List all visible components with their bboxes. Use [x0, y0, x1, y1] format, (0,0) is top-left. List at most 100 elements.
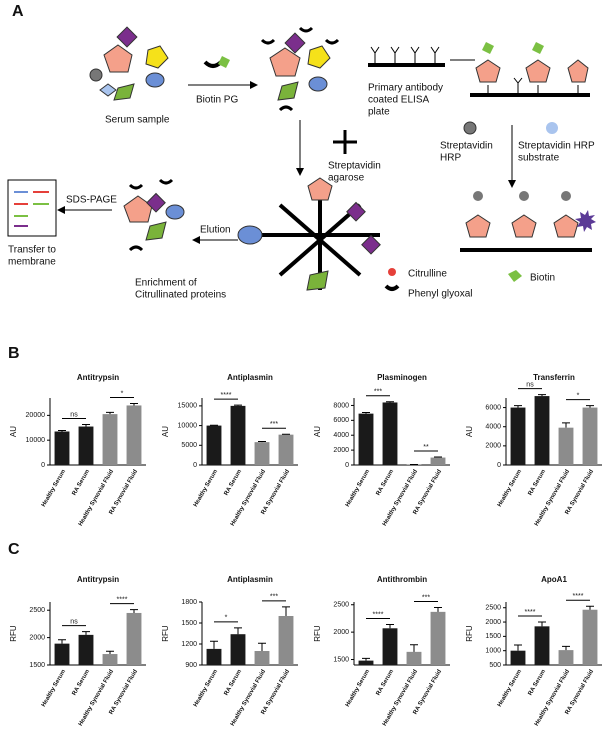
bar — [54, 431, 70, 465]
error-bar — [514, 644, 522, 651]
x-tick-label: RA Serum — [376, 469, 396, 497]
bar-chart: Antithrombin RFU 1500 2000 2500 Healthy Serum… — [313, 575, 450, 727]
significance-label: * — [577, 393, 580, 400]
bar — [582, 609, 598, 665]
error-bar — [130, 402, 138, 406]
y-axis-label: RFU — [465, 625, 474, 642]
x-tick-label: RA Synovial Fluid — [413, 469, 444, 516]
y-axis-label: AU — [465, 426, 474, 437]
legend-label: Phenyl glyoxal — [408, 289, 472, 300]
error-bar — [562, 645, 570, 651]
significance-label: * — [225, 615, 228, 622]
y-tick-label: 0 — [345, 462, 349, 469]
error-bar — [362, 412, 370, 414]
bar — [534, 626, 550, 665]
bar — [406, 651, 422, 665]
panel-label: B — [8, 345, 20, 362]
error-bar — [58, 639, 66, 644]
y-axis-label: AU — [9, 426, 18, 437]
x-tick-label: RA Synovial Fluid — [565, 669, 596, 716]
label: Citrullinated proteins — [135, 290, 226, 301]
arrowhead — [296, 168, 304, 176]
chart-title: Antitrypsin — [77, 575, 119, 584]
legend-label: Biotin — [530, 273, 555, 284]
bar — [206, 425, 222, 465]
bar — [78, 426, 94, 465]
bar — [510, 407, 526, 465]
y-tick-label: 2500 — [29, 607, 45, 614]
error-bar — [282, 606, 290, 616]
significance-label: * — [121, 390, 124, 397]
significance-label: *** — [374, 389, 382, 396]
error-bar — [386, 623, 394, 629]
bar — [510, 650, 526, 665]
substrate-icon — [546, 122, 558, 134]
bar — [382, 402, 398, 465]
y-tick-label: 0 — [193, 462, 197, 469]
bar — [358, 413, 374, 465]
x-tick-label: Healthy Serum — [345, 469, 371, 508]
significance-label: *** — [422, 594, 430, 601]
bar — [558, 427, 574, 465]
arrowhead — [508, 180, 516, 188]
phenyl-glyoxal-icon — [384, 284, 400, 291]
error-bar — [130, 609, 138, 613]
y-tick-label: 500 — [489, 662, 501, 669]
label: Enrichment of — [135, 278, 197, 289]
chart-title: Antiplasmin — [227, 575, 273, 584]
enriched-cluster — [123, 178, 185, 252]
label: Serum sample — [105, 115, 170, 126]
error-bar — [234, 627, 242, 635]
bar — [430, 457, 446, 465]
error-bar — [514, 405, 522, 408]
error-bar — [434, 606, 442, 612]
bar — [102, 414, 118, 465]
significance-label: ns — [526, 381, 534, 388]
label: SDS-PAGE — [66, 195, 117, 206]
x-tick-label: RA Serum — [376, 669, 396, 697]
captured-plate — [470, 42, 590, 97]
x-tick-label: Healthy Serum — [497, 469, 523, 508]
label: plate — [368, 107, 390, 118]
x-tick-label: RA Serum — [224, 469, 244, 497]
bar — [126, 612, 142, 665]
error-bar — [586, 405, 594, 408]
bar — [254, 442, 270, 465]
x-tick-label: RA Serum — [72, 669, 92, 697]
significance-label: ns — [70, 411, 78, 418]
y-tick-label: 2000 — [333, 447, 349, 454]
y-axis-label: RFU — [161, 625, 170, 642]
chart-title: Antitrypsin — [77, 373, 119, 382]
y-axis-label: RFU — [9, 625, 18, 642]
y-tick-label: 5000 — [181, 442, 197, 449]
bar — [54, 643, 70, 665]
error-bar — [538, 394, 546, 397]
x-tick-label: RA Synovial Fluid — [261, 469, 292, 516]
gel — [7, 179, 57, 237]
label: agarose — [328, 173, 365, 184]
significance-label: **** — [221, 392, 232, 399]
label: coated ELISA — [368, 95, 429, 106]
arrowhead — [192, 236, 200, 244]
y-axis-label: AU — [161, 426, 170, 437]
bar-chart: Antiplasmin RFU 900 1200 1500 1800 Healthy Ser… — [161, 575, 298, 727]
chart-title: Antiplasmin — [227, 373, 273, 382]
agarose-complex — [237, 177, 381, 291]
x-tick-label: RA Serum — [528, 669, 548, 697]
chart-title: ApoA1 — [541, 575, 567, 584]
bar — [254, 651, 270, 665]
detection-plate — [460, 191, 596, 252]
y-tick-label: 4000 — [333, 432, 349, 439]
y-tick-label: 4000 — [485, 424, 501, 431]
error-bar — [538, 621, 546, 627]
error-bar — [106, 411, 114, 415]
x-tick-label: RA Serum — [72, 469, 92, 497]
error-bar — [386, 401, 394, 403]
label: Streptavidin HRP — [518, 141, 595, 152]
y-tick-label: 2000 — [485, 619, 501, 626]
bar-chart: ApoA1 RFU 500 1000 1500 2000 2500 Healthy Serum… — [465, 575, 602, 727]
y-tick-label: 10000 — [178, 422, 198, 429]
label: membrane — [8, 257, 56, 268]
